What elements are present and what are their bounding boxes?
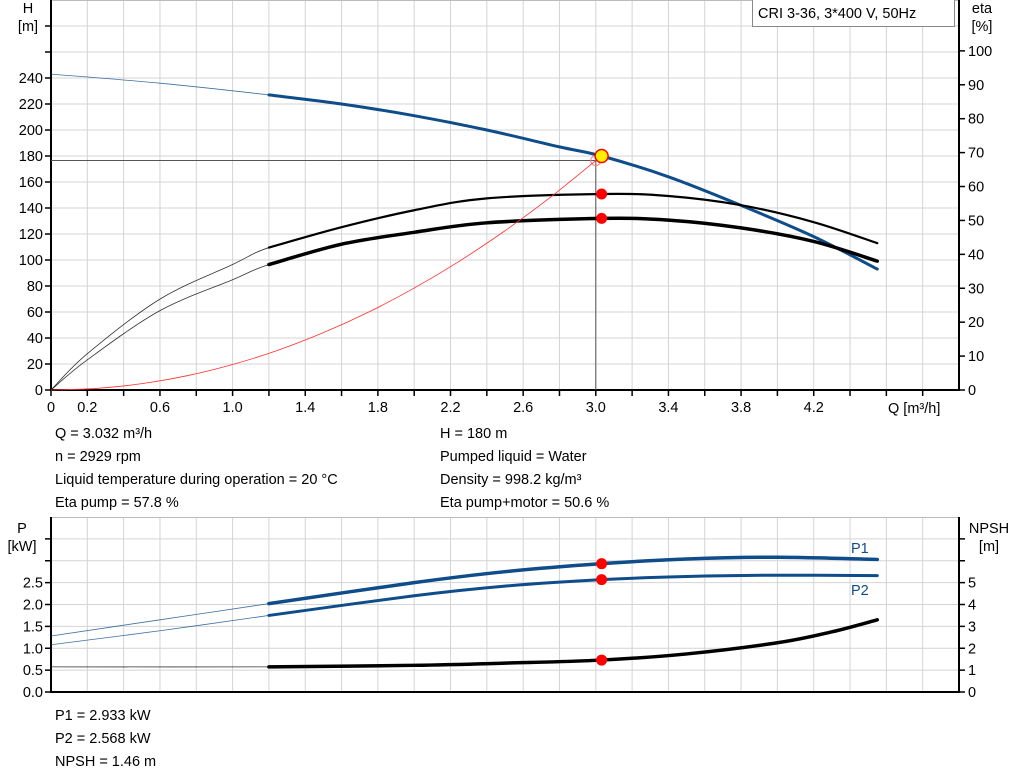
y-left-tick-label: 200 bbox=[19, 123, 43, 139]
h-unit: [m] bbox=[17, 19, 39, 35]
x-tick-label: 2.6 bbox=[513, 400, 533, 416]
liquid-readout: Pumped liquid = Water bbox=[440, 449, 587, 465]
y-left-tick-label: 60 bbox=[27, 305, 43, 321]
power-info: P1 = 2.933 kW P2 = 2.568 kW NPSH = 1.46 … bbox=[55, 705, 156, 774]
y-left-tick-label: 2.0 bbox=[23, 598, 43, 614]
y-right-tick-label: 10 bbox=[968, 349, 984, 365]
power-npsh-chart: 0.0 0.5 1.0 1.5 2.0 2.5 0 1 2 3 4 5 bbox=[23, 517, 976, 701]
series-curve-0-extrapolated bbox=[50, 73, 878, 270]
x-tick-label: 3.8 bbox=[731, 400, 751, 416]
x-tick-label: 0 bbox=[47, 400, 55, 416]
npsh-label: NPSH bbox=[968, 521, 1010, 537]
x-tick-label: 0.6 bbox=[150, 400, 170, 416]
y-right-tick-label: 100 bbox=[968, 44, 992, 60]
y-right-tick-label: 30 bbox=[968, 281, 984, 297]
y-right-tick-label: 60 bbox=[968, 180, 984, 196]
p1-readout: P1 = 2.933 kW bbox=[55, 708, 151, 724]
y-left-tick-label: 120 bbox=[19, 227, 43, 243]
eta-unit: [%] bbox=[971, 19, 993, 35]
series-p1-extrapolated bbox=[50, 556, 878, 637]
y-right-tick-label: 5 bbox=[968, 576, 976, 592]
x-tick-label: 3.4 bbox=[658, 400, 678, 416]
h-label: H bbox=[22, 1, 34, 17]
y-left-tick-label: 160 bbox=[19, 175, 43, 191]
y-left-tick-label: 1.5 bbox=[23, 619, 43, 635]
y-right-tick-label: 80 bbox=[968, 112, 984, 128]
operating-info-right: H = 180 m Pumped liquid = Water Density … bbox=[440, 423, 609, 515]
operating-point-dot bbox=[596, 558, 608, 570]
y-left-tick-label: 0.0 bbox=[23, 685, 43, 701]
y-right-tick-label: 1 bbox=[968, 663, 976, 679]
operating-point-dot bbox=[596, 574, 608, 586]
series-curve-3 bbox=[50, 160, 597, 391]
chart-legend-title: CRI 3-36, 3*400 V, 50Hz bbox=[752, 0, 955, 27]
y-right-title-top: eta [%] bbox=[962, 0, 1002, 36]
y-left-tick-label: 180 bbox=[19, 149, 43, 165]
y-left-tick-label: 240 bbox=[19, 71, 43, 87]
eta-pump-readout: Eta pump = 57.8 % bbox=[55, 495, 179, 511]
x-tick-label: 0.2 bbox=[77, 400, 97, 416]
operating-point-dot bbox=[596, 188, 608, 200]
npsh-readout: NPSH = 1.46 m bbox=[55, 754, 157, 770]
x-tick-label: 1.4 bbox=[295, 400, 315, 416]
y-right-tick-label: 40 bbox=[968, 247, 984, 263]
y-left-tick-label: 100 bbox=[19, 253, 43, 269]
series-curve-2 bbox=[267, 618, 880, 669]
y-right-tick-label: 20 bbox=[968, 315, 984, 331]
y-right-tick-label: 0 bbox=[968, 383, 976, 399]
y-right-tick-label: 3 bbox=[968, 619, 976, 635]
eta-label: eta bbox=[971, 1, 993, 17]
y-right-title-bottom: NPSH [m] bbox=[964, 520, 1014, 556]
y-right-tick-label: 50 bbox=[968, 213, 984, 229]
y-left-tick-label: 140 bbox=[19, 201, 43, 217]
y-left-tick-label: 80 bbox=[27, 279, 43, 295]
p1-series-label: P1 bbox=[851, 541, 869, 557]
series-curve-0 bbox=[267, 93, 879, 271]
npsh-unit: [m] bbox=[978, 539, 1000, 555]
x-tick-label: 2.2 bbox=[440, 400, 460, 416]
head-readout: H = 180 m bbox=[440, 426, 508, 442]
flow-readout: Q = 3.032 m³/h bbox=[55, 426, 153, 442]
x-tick-label: 3.0 bbox=[586, 400, 606, 416]
p-unit: [kW] bbox=[7, 539, 37, 555]
y-left-tick-label: 20 bbox=[27, 357, 43, 373]
eta-pump-motor-readout: Eta pump+motor = 50.6 % bbox=[440, 495, 610, 511]
y-left-tick-label: 220 bbox=[19, 97, 43, 113]
operating-info-left: Q = 3.032 m³/h n = 2929 rpm Liquid tempe… bbox=[55, 423, 338, 515]
operating-point-dot bbox=[596, 654, 608, 666]
p2-readout: P2 = 2.568 kW bbox=[55, 731, 151, 747]
head-efficiency-chart: 0 20 40 60 80 100 120 140 160 180 200 220 240 0 10 20 30… bbox=[19, 0, 992, 416]
speed-readout: n = 2929 rpm bbox=[55, 449, 141, 465]
y-left-tick-label: 2.5 bbox=[23, 576, 43, 592]
y-right-tick-label: 0 bbox=[968, 685, 976, 701]
x-axis-title: Q [m³/h] bbox=[888, 401, 940, 417]
y-left-tick-label: 0.5 bbox=[23, 663, 43, 679]
y-right-tick-label: 90 bbox=[968, 78, 984, 94]
temperature-readout: Liquid temperature during operation = 20… bbox=[55, 472, 338, 488]
series-p2-extrapolated bbox=[50, 574, 878, 646]
y-right-tick-label: 70 bbox=[968, 146, 984, 162]
y-left-title-top: H [m] bbox=[10, 0, 46, 36]
x-tick-label: 1.0 bbox=[223, 400, 243, 416]
y-left-tick-label: 0 bbox=[35, 383, 43, 399]
y-left-tick-label: 40 bbox=[27, 331, 43, 347]
x-tick-label: 4.2 bbox=[804, 400, 824, 416]
operating-point-dot bbox=[596, 212, 608, 224]
series-p2 bbox=[267, 573, 879, 617]
p-label: P bbox=[17, 521, 27, 537]
x-tick-label: 1.8 bbox=[368, 400, 388, 416]
y-left-title-bottom: P [kW] bbox=[4, 520, 40, 556]
p2-series-label: P2 bbox=[851, 583, 869, 599]
density-readout: Density = 998.2 kg/m³ bbox=[440, 472, 582, 488]
y-left-tick-label: 1.0 bbox=[23, 641, 43, 657]
operating-point-marker bbox=[594, 148, 609, 164]
series-curve-2-extrapolated bbox=[50, 619, 878, 668]
y-right-tick-label: 4 bbox=[968, 598, 976, 614]
y-right-tick-label: 2 bbox=[968, 641, 976, 657]
